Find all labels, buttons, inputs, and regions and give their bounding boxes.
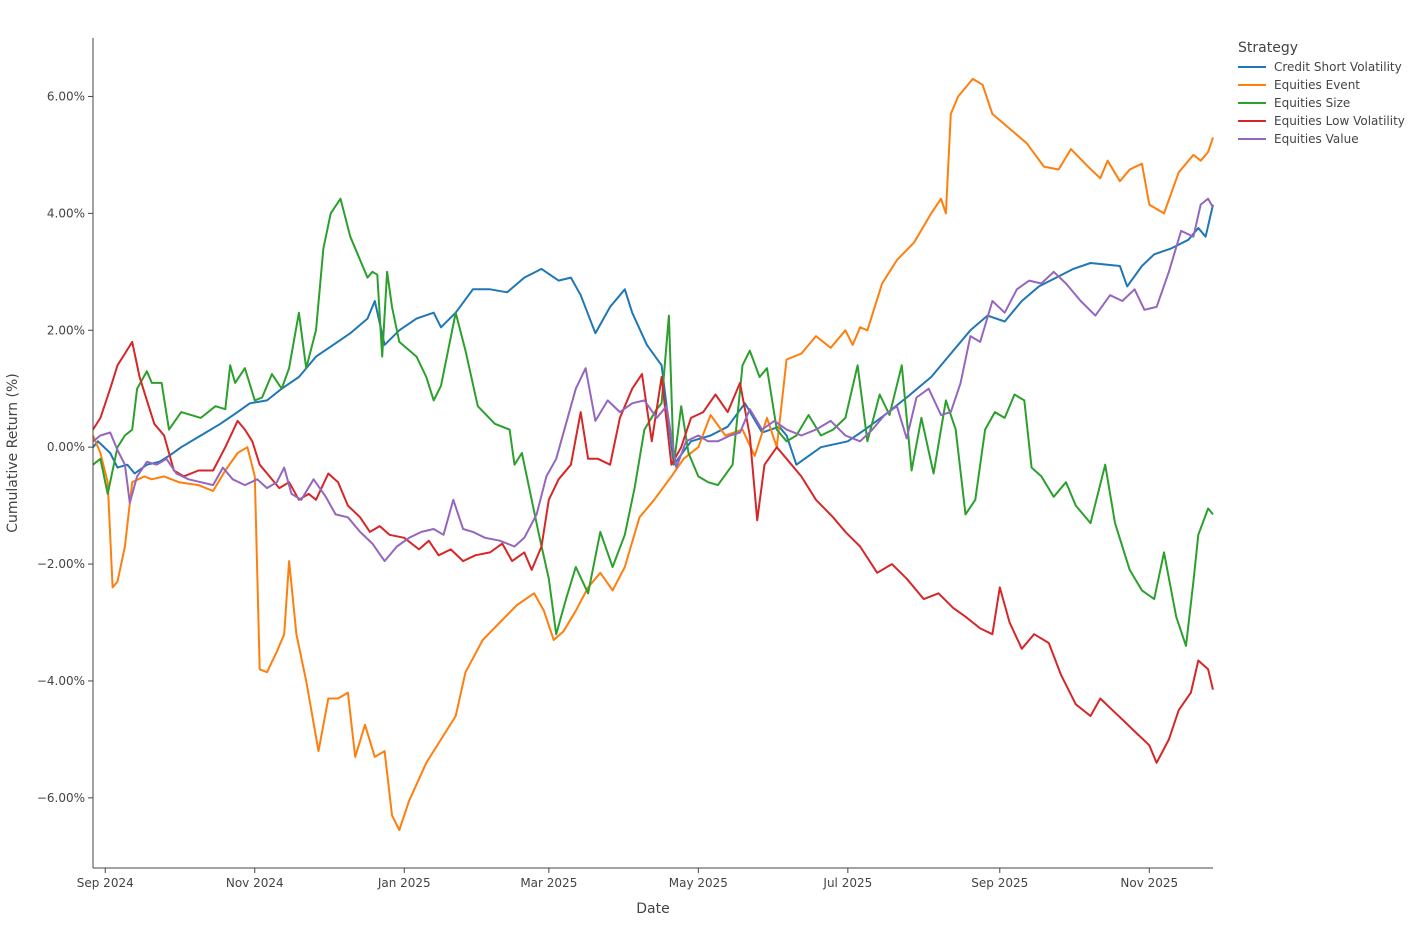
x-tick-label: Sep 2024 [77,876,134,890]
y-tick-label: −2.00% [37,557,85,571]
legend-swatch [1238,84,1266,86]
x-axis-title: Date [636,901,669,917]
y-tick-label: −6.00% [37,791,85,805]
legend-item-equities-value[interactable]: Equities Value [1238,130,1405,148]
series-line-equities-low-volatility [92,340,1214,764]
x-tick-label: May 2025 [669,876,728,890]
legend-item-credit-short-volatility[interactable]: Credit Short Volatility [1238,58,1405,76]
y-tick-label: 0.00% [47,440,85,454]
y-axis-ticks: 6.00% 4.00% 2.00% 0.00% −2.00% −4.00% −6.00% [37,89,93,805]
legend-swatch [1238,120,1266,122]
legend-swatch [1238,138,1266,140]
legend-item-equities-low-volatility[interactable]: Equities Low Volatility [1238,112,1405,130]
legend-label: Equities Event [1274,78,1361,92]
series-line-equities-value [92,197,1214,563]
series-line-equities-event [92,77,1214,831]
y-tick-label: 4.00% [47,206,85,220]
legend-item-equities-event[interactable]: Equities Event [1238,76,1405,94]
x-tick-label: Sep 2025 [971,876,1028,890]
legend-title: Strategy [1238,40,1298,56]
y-tick-label: 6.00% [47,89,85,103]
legend-label: Equities Value [1274,132,1359,146]
legend-items: Credit Short Volatility Equities Event Equ… [1238,58,1405,148]
x-tick-label: Jul 2025 [822,876,872,890]
legend-item-equities-size[interactable]: Equities Size [1238,94,1405,112]
y-tick-label: 2.00% [47,323,85,337]
y-axis-title: Cumulative Return (%) [5,373,21,533]
legend: Strategy Credit Short Volatility Equities… [1238,40,1405,148]
legend-label: Equities Low Volatility [1274,114,1405,128]
legend-label: Credit Short Volatility [1274,60,1402,74]
x-tick-label: Jan 2025 [377,876,431,890]
x-tick-label: Nov 2024 [226,876,284,890]
legend-swatch [1238,102,1266,104]
legend-label: Equities Size [1274,96,1351,110]
x-tick-label: Nov 2025 [1120,876,1178,890]
series-line-equities-size [92,197,1214,647]
legend-swatch [1238,66,1266,68]
series-line-credit-short-volatility [92,204,1214,475]
y-tick-label: −4.00% [37,674,85,688]
series-layer [92,77,1214,831]
x-axis-ticks: Sep 2024 Nov 2024 Jan 2025 Mar 2025 May 2025… [77,868,1178,890]
x-tick-label: Mar 2025 [520,876,577,890]
